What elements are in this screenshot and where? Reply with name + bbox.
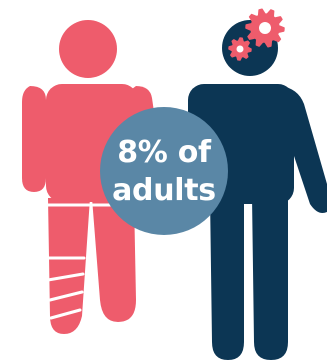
large-gear-icon xyxy=(245,8,285,48)
left-figure-left-leg xyxy=(48,198,90,334)
stat-circle: 8% of adults xyxy=(100,107,228,235)
right-figure-left-leg xyxy=(210,196,244,360)
stripe xyxy=(46,272,85,282)
left-figure-right-leg xyxy=(92,198,136,322)
right-figure-right-arm xyxy=(280,86,327,213)
right-figure-right-leg xyxy=(252,196,288,360)
stat-line-2: adults xyxy=(112,173,216,208)
gears-icon xyxy=(228,8,285,61)
stat-line-1: 8% of xyxy=(117,135,211,170)
stripe xyxy=(49,308,82,320)
gear-hole xyxy=(259,22,271,34)
stat-circle-bg xyxy=(100,107,228,235)
stripe xyxy=(48,290,84,302)
small-gear-icon xyxy=(228,37,252,61)
left-figure-left-arm xyxy=(22,86,46,192)
left-figure-head xyxy=(59,20,117,78)
gear-hole xyxy=(236,45,244,53)
